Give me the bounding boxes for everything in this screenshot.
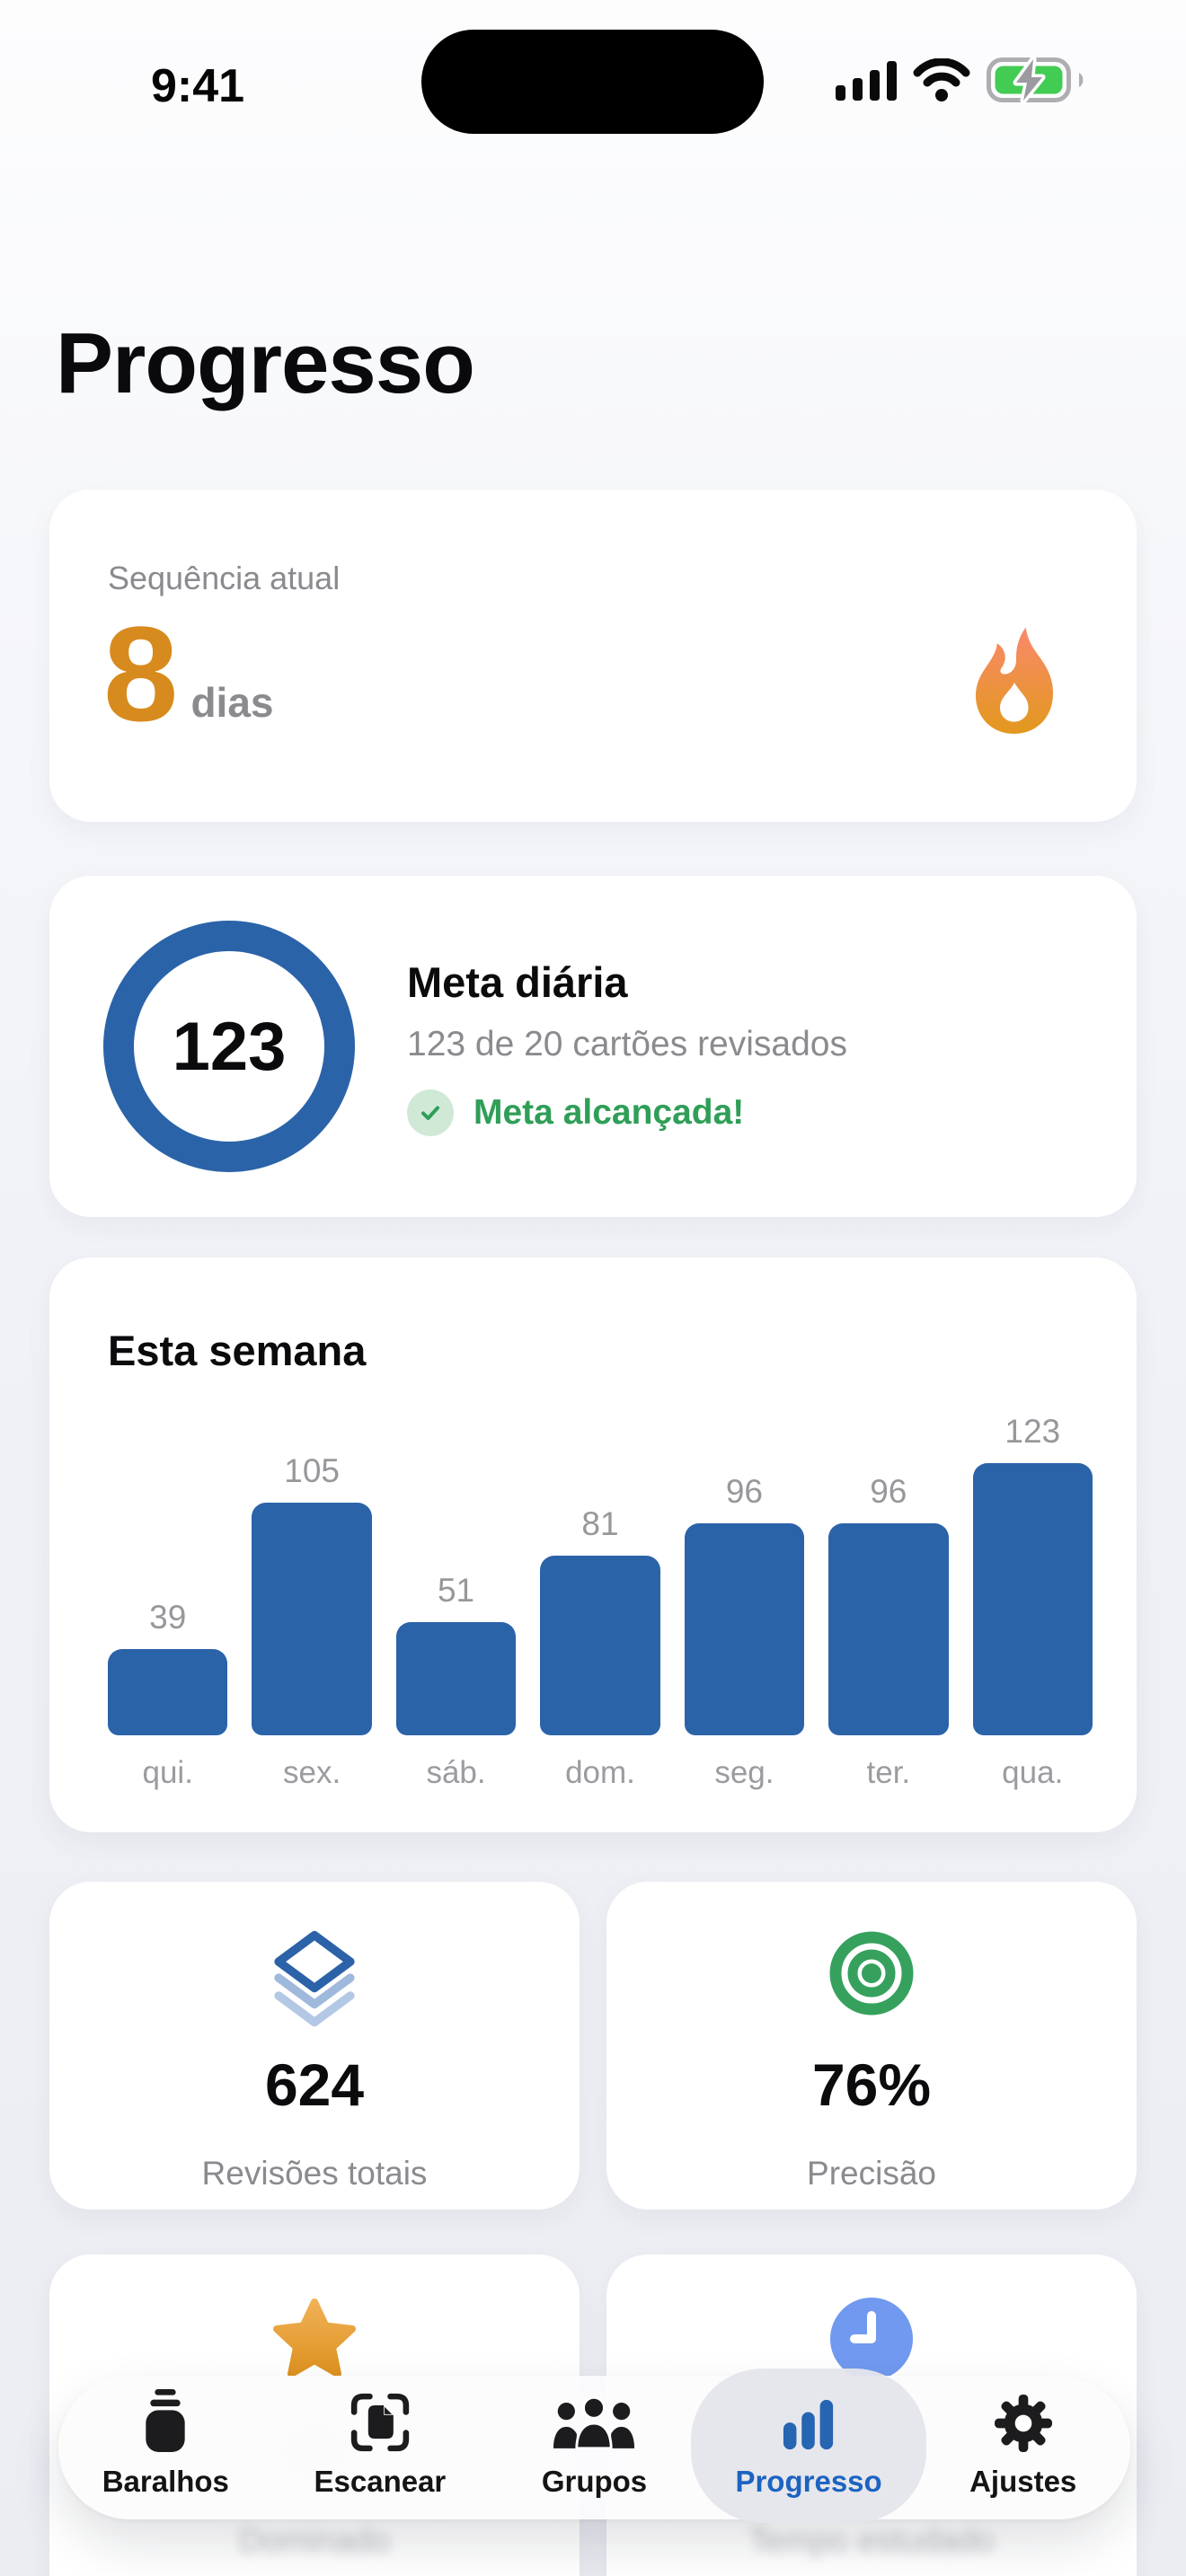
tab-ajustes-label: Ajustes — [969, 2465, 1077, 2498]
streak-unit: dias — [190, 679, 274, 726]
deck-icon — [137, 2389, 194, 2452]
bar-column: 81 — [540, 1505, 660, 1735]
day-label: ter. — [866, 1755, 911, 1790]
battery-charging-icon — [987, 56, 1085, 109]
day-label: sáb. — [426, 1755, 486, 1790]
status-icons — [836, 56, 1085, 109]
bar-column: 96 — [684, 1473, 805, 1735]
bar-value-label: 39 — [149, 1599, 187, 1636]
stats-row: 624 Revisões totais 76% Precisão — [49, 1882, 1137, 2210]
tab-escanear[interactable]: Escanear — [273, 2376, 488, 2519]
week-chart-card: Esta semana 39 105 51 81 96 96 123 qui. sex. sáb… — [49, 1257, 1137, 1832]
day-label: sex. — [283, 1755, 341, 1790]
accuracy-label: Precisão — [807, 2155, 936, 2192]
cellular-signal-icon — [836, 59, 897, 105]
goal-status: Meta alcançada! — [407, 1089, 847, 1136]
dynamic-island — [421, 30, 764, 134]
bar-value-label: 105 — [284, 1452, 340, 1489]
bar — [972, 1463, 1093, 1735]
tab-progresso-label: Progresso — [735, 2465, 882, 2498]
goal-title: Meta diária — [407, 957, 628, 1006]
bar-column: 123 — [972, 1413, 1093, 1735]
bar — [684, 1523, 805, 1735]
star-icon — [271, 2296, 358, 2395]
tab-baralhos[interactable]: Baralhos — [58, 2376, 273, 2519]
goal-ring-value: 123 — [172, 1008, 287, 1085]
tab-ajustes[interactable]: Ajustes — [916, 2376, 1130, 2519]
tab-grupos-label: Grupos — [541, 2465, 648, 2498]
page-title: Progresso — [56, 315, 475, 411]
streak-label: Sequência atual — [108, 560, 341, 596]
bar-column: 96 — [828, 1473, 949, 1735]
accuracy-card: 76% Precisão — [606, 1882, 1137, 2210]
bar-value-label: 81 — [581, 1505, 619, 1542]
tab-grupos[interactable]: Grupos — [487, 2376, 702, 2519]
tab-escanear-label: Escanear — [314, 2465, 447, 2498]
layers-icon — [265, 1928, 364, 2027]
mastered-label: Dominado — [238, 2522, 391, 2559]
weekly-bar-chart: 39 105 51 81 96 96 123 — [108, 1413, 1093, 1735]
bar-column: 39 — [108, 1599, 228, 1735]
streak-value: 8 — [103, 598, 179, 749]
week-chart-title: Esta semana — [108, 1327, 367, 1374]
bar — [108, 1649, 228, 1735]
status-time: 9:41 — [151, 60, 245, 112]
day-label: seg. — [714, 1755, 774, 1790]
goal-subtitle: 123 de 20 cartões revisados — [407, 1024, 847, 1063]
bar-chart-icon — [781, 2396, 836, 2452]
weekly-chart-labels: qui. sex. sáb. dom. seg. ter. qua. — [108, 1755, 1093, 1791]
day-label: qui. — [142, 1755, 193, 1790]
day-label: qua. — [1002, 1755, 1064, 1790]
bar — [395, 1622, 517, 1735]
groups-icon — [553, 2396, 635, 2452]
daily-goal-card: 123 Meta diária 123 de 20 cartões revisa… — [49, 876, 1137, 1217]
bar — [540, 1556, 660, 1735]
bar-column: 105 — [252, 1452, 372, 1735]
total-reviews-label: Revisões totais — [201, 2155, 428, 2192]
target-icon — [827, 1928, 916, 2027]
bar-column: 51 — [395, 1572, 517, 1735]
wifi-icon — [913, 57, 970, 106]
bar-value-label: 96 — [870, 1473, 907, 1510]
streak-card: Sequência atual 8 dias — [49, 490, 1137, 822]
status-bar: 9:41 — [0, 0, 1186, 144]
bar — [252, 1503, 372, 1735]
accuracy-value: 76% — [811, 2051, 932, 2118]
page-content: Sequência atual 8 dias — [49, 490, 1137, 2576]
scan-icon — [350, 2393, 410, 2452]
tab-bar: Baralhos Escanear — [58, 2369, 1130, 2523]
bar — [828, 1523, 949, 1735]
flame-icon — [971, 595, 1058, 771]
streak-value-row: 8 dias — [103, 606, 273, 741]
clock-icon — [828, 2296, 915, 2395]
total-reviews-value: 624 — [264, 2051, 365, 2118]
bar-value-label: 51 — [437, 1572, 475, 1609]
study-time-label: Tempo estudado — [748, 2522, 995, 2559]
tab-progresso[interactable]: Progresso — [690, 2369, 926, 2523]
goal-progress-ring: 123 — [103, 921, 355, 1172]
bar-value-label: 96 — [725, 1473, 763, 1510]
goal-status-text: Meta alcançada! — [474, 1092, 745, 1132]
tab-baralhos-label: Baralhos — [102, 2465, 229, 2498]
bar-value-label: 123 — [1005, 1413, 1061, 1450]
check-icon — [407, 1089, 454, 1136]
day-label: dom. — [565, 1755, 635, 1790]
total-reviews-card: 624 Revisões totais — [49, 1882, 580, 2210]
gear-icon — [994, 2395, 1052, 2452]
goal-text: Meta diária 123 de 20 cartões revisados … — [407, 957, 847, 1136]
